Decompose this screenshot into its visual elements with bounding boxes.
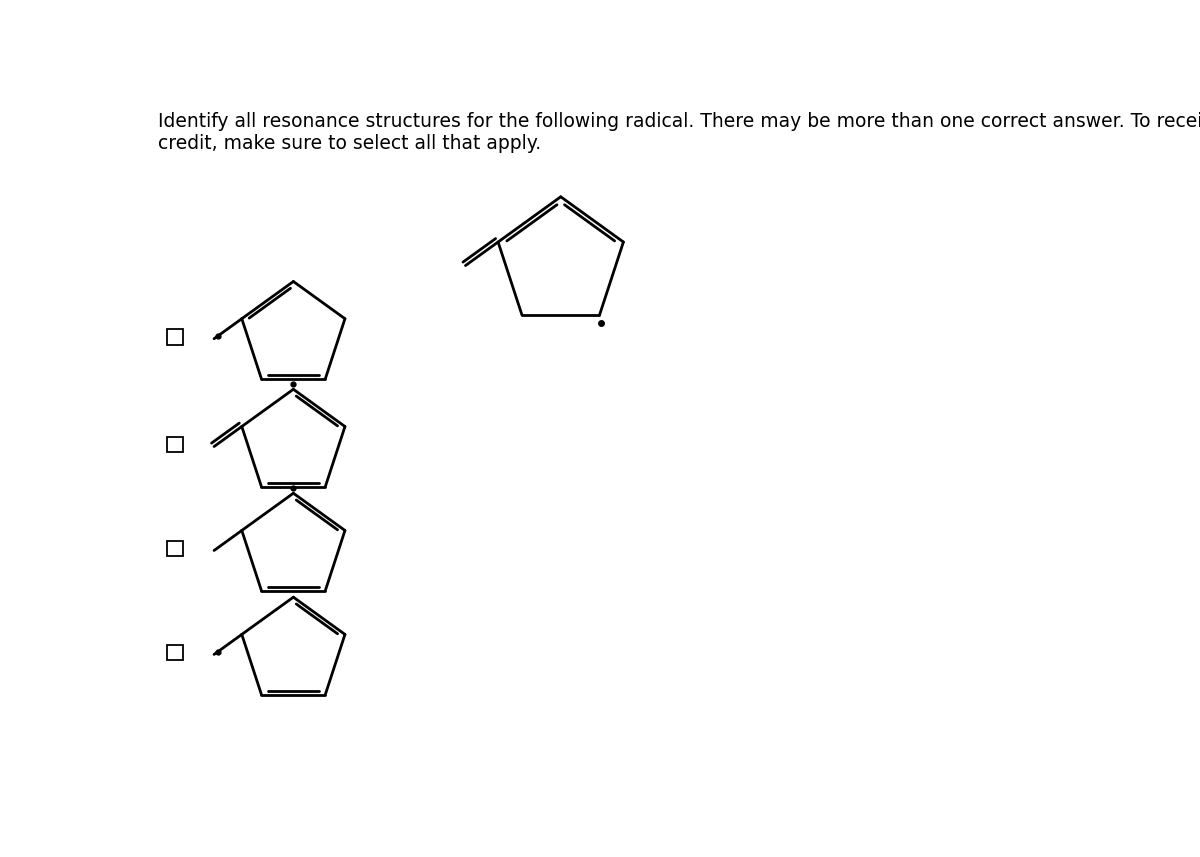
FancyBboxPatch shape xyxy=(167,329,182,345)
FancyBboxPatch shape xyxy=(167,645,182,661)
FancyBboxPatch shape xyxy=(167,437,182,452)
FancyBboxPatch shape xyxy=(167,541,182,556)
Text: Identify all resonance structures for the following radical. There may be more t: Identify all resonance structures for th… xyxy=(157,112,1200,153)
